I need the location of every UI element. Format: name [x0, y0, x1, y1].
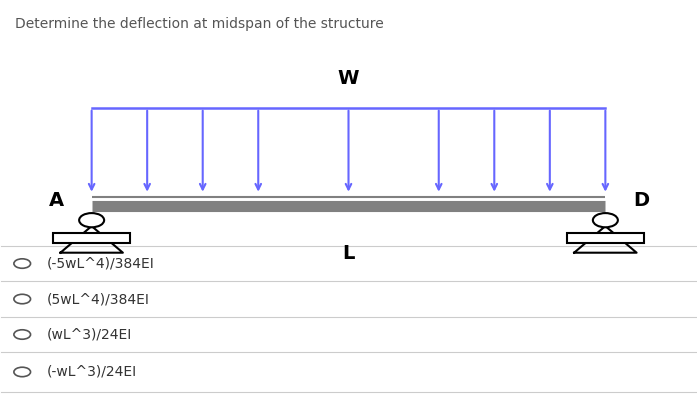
FancyBboxPatch shape [54, 233, 130, 243]
Text: W: W [338, 69, 359, 88]
Circle shape [79, 213, 104, 227]
Circle shape [14, 330, 31, 339]
Text: (wL^3)/24EI: (wL^3)/24EI [47, 328, 132, 341]
Text: (-wL^3)/24EI: (-wL^3)/24EI [47, 365, 137, 379]
Circle shape [593, 213, 618, 227]
FancyBboxPatch shape [567, 233, 643, 243]
Circle shape [14, 294, 31, 304]
Circle shape [14, 367, 31, 377]
Text: (5wL^4)/384EI: (5wL^4)/384EI [47, 292, 149, 306]
Text: Determine the deflection at midspan of the structure: Determine the deflection at midspan of t… [15, 17, 384, 31]
Text: L: L [342, 244, 355, 263]
Text: A: A [49, 191, 64, 210]
Text: D: D [633, 191, 650, 210]
Circle shape [14, 259, 31, 268]
Text: (-5wL^4)/384EI: (-5wL^4)/384EI [47, 256, 154, 270]
